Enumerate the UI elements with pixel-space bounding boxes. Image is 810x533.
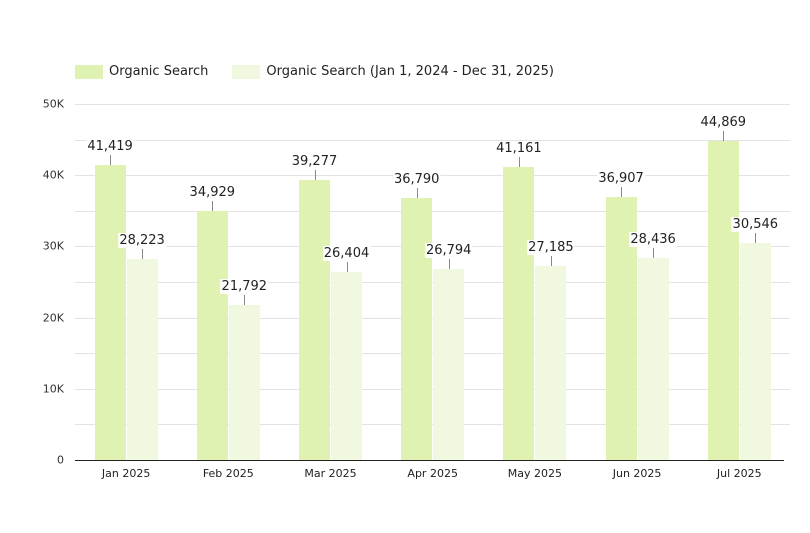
data-label-leader	[448, 259, 450, 270]
gridline	[75, 353, 790, 354]
y-axis-tick-label: 0	[57, 453, 64, 467]
legend-label: Organic Search (Jan 1, 2024 - Dec 31, 20…	[266, 64, 554, 79]
x-axis-tick-label: Mar 2025	[304, 467, 357, 480]
gridline	[75, 104, 790, 105]
data-label: 27,185	[527, 240, 575, 256]
bar-current[interactable]	[503, 166, 535, 460]
bar-current[interactable]	[707, 140, 739, 460]
bar-comparison[interactable]	[433, 269, 465, 460]
x-axis-tick-label: Jun 2025	[612, 467, 662, 480]
y-axis-tick-label: 40K	[42, 168, 64, 182]
gridline	[75, 424, 790, 425]
y-axis-tick-label: 50K	[42, 97, 64, 111]
x-axis-tick-label: Apr 2025	[407, 467, 458, 480]
y-axis-tick-label: 10K	[42, 382, 64, 396]
legend-item-organic-search-comparison[interactable]: Organic Search (Jan 1, 2024 - Dec 31, 20…	[232, 64, 554, 79]
bar-current[interactable]	[299, 180, 330, 460]
data-label-leader	[314, 170, 316, 181]
x-axis-line	[75, 460, 784, 461]
data-label: 26,404	[322, 246, 371, 261]
x-axis-tick-label: Jan 2025	[101, 467, 151, 480]
data-label: 44,869	[699, 114, 748, 130]
data-label-leader	[621, 187, 623, 198]
x-axis-tick-label: May 2025	[507, 467, 563, 480]
gridline	[75, 318, 790, 319]
data-label-leader	[653, 247, 655, 258]
y-axis-tick-label: 20K	[42, 311, 64, 325]
legend-label: Organic Search	[109, 64, 209, 79]
bar-comparison[interactable]	[228, 304, 260, 460]
bar-comparison[interactable]	[535, 266, 567, 460]
bar-comparison[interactable]	[739, 242, 771, 460]
data-label-leader	[346, 262, 348, 272]
gridline	[75, 140, 790, 141]
data-label-leader	[755, 232, 757, 243]
bar-current[interactable]	[196, 211, 228, 460]
data-label-leader	[416, 188, 418, 199]
y-axis-tick-label: 30K	[42, 239, 64, 253]
data-label-leader	[518, 156, 520, 167]
bar-comparison[interactable]	[331, 272, 362, 460]
data-label: 28,436	[629, 231, 677, 247]
chart-legend: Organic Search Organic Search (Jan 1, 20…	[75, 64, 578, 79]
gridline	[75, 389, 790, 390]
bar-current[interactable]	[401, 198, 433, 460]
legend-item-organic-search[interactable]: Organic Search	[75, 64, 208, 79]
data-label: 21,792	[220, 278, 269, 294]
data-label: 41,419	[86, 139, 134, 155]
data-label: 26,794	[424, 243, 473, 259]
data-label-leader	[212, 201, 214, 212]
data-label: 36,907	[597, 171, 645, 187]
data-label: 34,929	[188, 185, 237, 201]
legend-swatch-comparison	[232, 64, 261, 79]
data-label-leader	[110, 155, 112, 166]
gridline	[75, 282, 790, 283]
bar-current[interactable]	[94, 165, 126, 460]
x-axis-tick-label: Feb 2025	[202, 467, 254, 480]
data-label: 41,161	[495, 140, 543, 156]
data-label-leader	[142, 249, 144, 260]
data-label-leader	[244, 294, 246, 305]
bar-comparison[interactable]	[126, 259, 158, 460]
data-label-leader	[723, 130, 725, 141]
gridline	[75, 211, 790, 212]
legend-swatch-current	[75, 64, 103, 79]
data-label: 36,790	[392, 172, 441, 188]
data-label: 39,277	[290, 154, 339, 170]
bar-comparison[interactable]	[637, 257, 669, 460]
data-label-leader	[550, 256, 552, 267]
data-label: 28,223	[118, 233, 166, 249]
x-axis-tick-label: Jul 2025	[716, 467, 762, 480]
data-label: 30,546	[731, 216, 780, 232]
